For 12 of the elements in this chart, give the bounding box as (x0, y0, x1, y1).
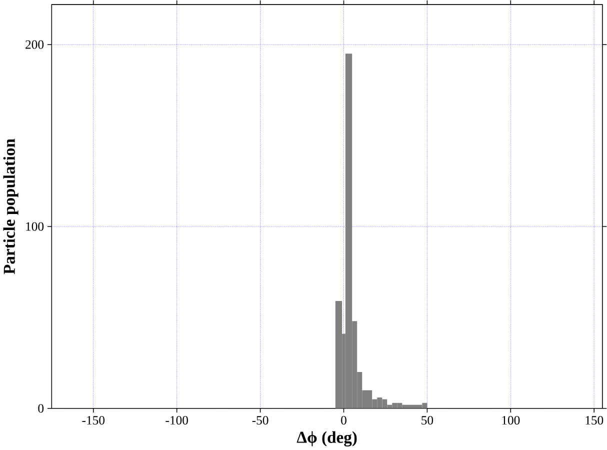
x-tick-label: 50 (422, 416, 434, 425)
y-tick-label: 0 (38, 404, 44, 413)
y-tick-label: 200 (26, 40, 44, 50)
x-tick-label: 0 (341, 416, 346, 425)
x-tick-label: 100 (502, 416, 520, 425)
y-tick-label: 100 (26, 222, 44, 231)
x-axis-title: Δϕ (deg) (296, 431, 357, 447)
y-axis-title: Particle population (3, 138, 18, 274)
x-tick-label: -150 (82, 416, 105, 425)
x-tick-label: -100 (166, 416, 188, 425)
x-tick-label: -50 (252, 416, 268, 425)
x-tick-label: 150 (586, 416, 604, 425)
